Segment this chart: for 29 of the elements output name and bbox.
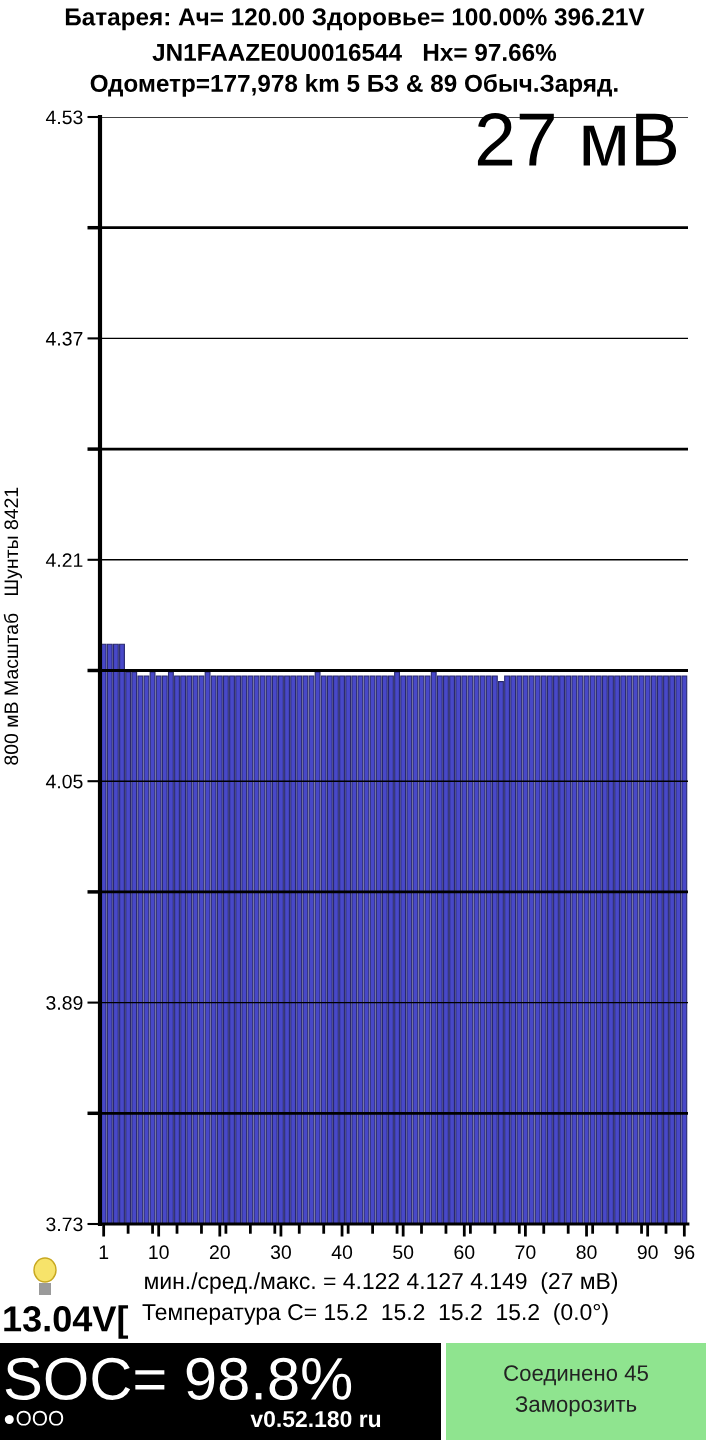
text: v0.52.180 ru <box>250 1410 381 1428</box>
chart-subtitle: JN1FAAZE0U0016544 Hx= 97.66% Одометр=177,978 km 5 БЗ & 89 Обыч.Заряд. <box>90 43 618 97</box>
y-tick-label: 4.53 <box>45 110 83 125</box>
text: 13.04V[ <box>4 1305 129 1339</box>
text: Заморозить <box>515 1396 637 1417</box>
text: ●OOO <box>4 1410 64 1426</box>
y-tick-label: 3.89 <box>46 996 83 1010</box>
x-tick-label: 96 <box>674 1245 695 1260</box>
x-tick-label: 20 <box>209 1245 230 1260</box>
x-tick-label: 1 <box>99 1245 109 1259</box>
text: Соединено 45 <box>504 1365 648 1386</box>
x-tick-label: 90 <box>637 1245 658 1260</box>
x-tick-label: 30 <box>270 1245 291 1260</box>
annotation: 27 мВ <box>477 113 677 166</box>
x-tick-label: 60 <box>454 1245 475 1260</box>
x-tick-label: 70 <box>515 1245 536 1260</box>
y-tick-label: 4.21 <box>45 553 83 567</box>
chart-title: Батарея: Ач= 120.00 Здоровье= 100.00% 396.21V <box>65 8 645 31</box>
y-tick-label: 4.05 <box>45 774 83 789</box>
text: Температура C= 15.2 15.2 15.2 15.2 (0.0°) <box>142 1303 608 1325</box>
y-tick-label: 4.37 <box>45 331 83 346</box>
text: SOC= 98.8% <box>5 1357 352 1401</box>
x-tick-label: 40 <box>331 1245 353 1260</box>
text: мин./сред./макс. = 4.122 4.127 4.149 (27 мВ) <box>145 1272 618 1294</box>
y-axis-title: 800 мВ Масштаб Шунты 8421 <box>3 487 22 765</box>
y-tick-label: 3.73 <box>46 1217 83 1232</box>
x-tick-label: 10 <box>149 1245 169 1260</box>
x-tick-label: 80 <box>576 1245 597 1260</box>
x-tick-label: 50 <box>393 1245 414 1260</box>
